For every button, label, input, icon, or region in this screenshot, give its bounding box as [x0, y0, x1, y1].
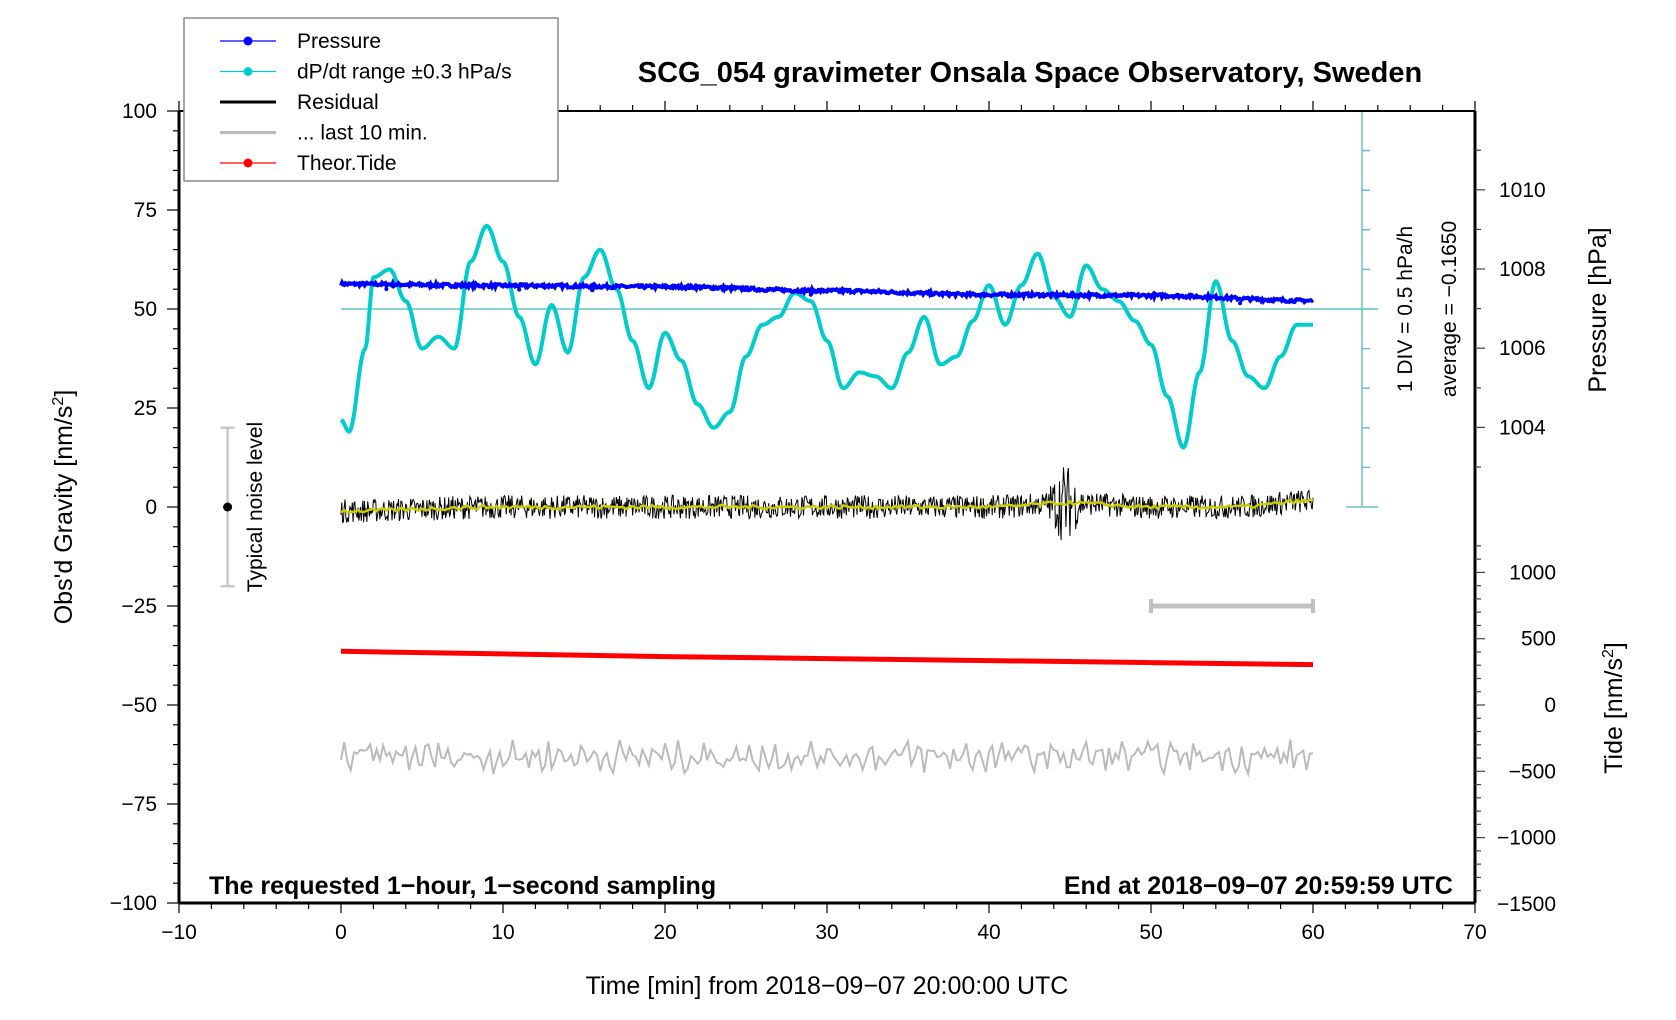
x-tick-label: 60 — [1301, 921, 1324, 944]
tide-tick-label: −500 — [1509, 760, 1556, 783]
y-tick-label: −75 — [121, 793, 157, 816]
x-tick-label: 70 — [1463, 921, 1486, 944]
tide-axis-label: Tide [nm/s2] — [1600, 642, 1628, 774]
legend-label: Theor.Tide — [297, 152, 397, 175]
dpdt-series-line — [339, 223, 1314, 450]
tide-tick-label: 500 — [1521, 628, 1556, 651]
legend-label: Residual — [297, 91, 379, 114]
y-tick-label: −25 — [121, 595, 157, 618]
legend: Pressure dP/dt range ±0.3 hPa/s Residual..… — [183, 17, 559, 182]
y-tick-label: 25 — [134, 397, 157, 420]
pressure-axis-label: Pressure [hPa] — [1584, 227, 1612, 392]
x-tick-label: 20 — [653, 921, 676, 944]
last-10min-series-line — [340, 737, 1314, 778]
sampling-note: The requested 1−hour, 1−second sampling — [209, 872, 716, 900]
legend-label: dP/dt range ±0.3 hPa/s — [297, 61, 512, 84]
legend-entry: ... last 10 min. — [220, 122, 428, 145]
dpdt-average-label: average = −0.1650 — [1438, 221, 1461, 397]
legend-entry: Theor.Tide — [220, 152, 397, 175]
x-axis-label: Time [min] from 2018−09−07 20:00:00 UTC — [586, 972, 1069, 1000]
noise-level-dot — [223, 502, 233, 512]
legend-entry: Pressure — [220, 30, 381, 53]
legend-swatch-marker — [243, 36, 253, 46]
residual-series-line — [340, 467, 1314, 541]
y-axis-label: Obs'd Gravity [nm/s2] — [50, 390, 78, 625]
pressure-point — [1238, 301, 1243, 306]
tide-tick-label: −1500 — [1497, 893, 1556, 916]
tide-tick-label: 0 — [1544, 694, 1556, 717]
pressure-point — [590, 288, 595, 293]
dpdt-division-label: 1 DIV = 0.5 hPa/h — [1394, 226, 1417, 392]
y-tick-label: −50 — [121, 694, 157, 717]
y-tick-label: 100 — [122, 100, 157, 123]
pressure-point — [808, 292, 813, 297]
pressure-point — [517, 287, 522, 292]
legend-label: Pressure — [297, 30, 381, 53]
tide-series-line — [340, 648, 1314, 668]
y-tick-label: 0 — [145, 496, 157, 519]
legend-swatch-marker — [243, 67, 253, 76]
legend-entry: Residual — [220, 91, 379, 114]
y-tick-label: −100 — [110, 892, 157, 915]
noise-level-label: Typical noise level — [244, 422, 267, 592]
x-tick-label: 30 — [815, 921, 838, 944]
x-tick-label: −10 — [161, 921, 197, 944]
x-tick-label: 40 — [977, 921, 1000, 944]
tide-tick-label: −1000 — [1497, 827, 1556, 850]
y-tick-label: 50 — [134, 298, 157, 321]
pressure-series-line — [339, 277, 1315, 306]
pressure-tick-label: 1008 — [1499, 258, 1546, 281]
pressure-point — [384, 287, 389, 292]
tide-tick-label: 1000 — [1509, 561, 1556, 584]
x-tick-label: 10 — [491, 921, 514, 944]
y-tick-label: 75 — [134, 199, 157, 222]
pressure-tick-label: 1010 — [1499, 179, 1546, 202]
residual-smoothed-line — [340, 498, 1314, 514]
pressure-tick-label: 1004 — [1499, 416, 1546, 439]
legend-label: ... last 10 min. — [297, 122, 428, 145]
x-tick-label: 50 — [1139, 921, 1162, 944]
pressure-tick-label: 1006 — [1499, 337, 1546, 360]
end-time-note: End at 2018−09−07 20:59:59 UTC — [1064, 872, 1453, 900]
x-tick-label: 0 — [335, 921, 347, 944]
legend-swatch-marker — [243, 158, 253, 168]
chart-title: SCG_054 gravimeter Onsala Space Observat… — [638, 57, 1422, 89]
legend-entry: dP/dt range ±0.3 hPa/s — [220, 61, 512, 84]
